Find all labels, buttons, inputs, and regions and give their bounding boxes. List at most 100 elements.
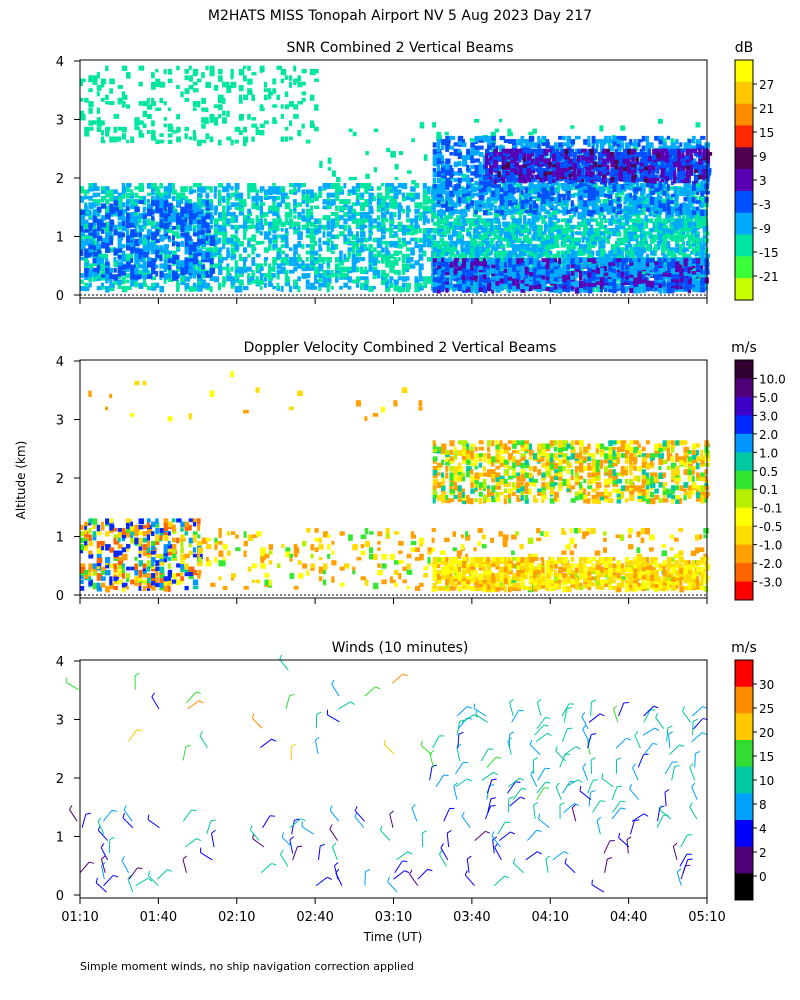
heatmap-cell <box>619 215 625 221</box>
heatmap-cell <box>197 222 202 229</box>
heatmap-cell <box>629 206 634 212</box>
heatmap-cell <box>151 120 155 127</box>
heatmap-cell <box>432 187 437 193</box>
heatmap-cell <box>125 199 131 205</box>
heatmap-cell <box>616 231 622 237</box>
heatmap-cell <box>558 209 564 214</box>
heatmap-cell <box>376 199 382 206</box>
heatmap-cell <box>289 285 293 293</box>
heatmap-cell <box>673 186 679 192</box>
heatmap-cell <box>121 232 126 238</box>
heatmap-cell <box>171 189 177 195</box>
heatmap-cell <box>213 247 219 254</box>
heatmap-cell <box>314 192 318 197</box>
heatmap-cell <box>197 225 203 231</box>
heatmap-cell <box>616 240 621 247</box>
heatmap-cell <box>272 78 277 85</box>
heatmap-cell <box>88 195 93 201</box>
heatmap-cell <box>184 126 189 132</box>
heatmap-cell <box>289 218 294 225</box>
heatmap-cell <box>92 224 96 230</box>
heatmap-cell <box>100 186 107 191</box>
heatmap-cell <box>163 247 169 253</box>
heatmap-cell <box>503 203 509 210</box>
heatmap-cell <box>512 187 516 194</box>
heatmap-cell <box>80 209 86 216</box>
heatmap-cell <box>599 247 605 252</box>
heatmap-cell <box>506 244 513 248</box>
heatmap-cell <box>372 260 378 266</box>
heatmap-cell <box>566 135 572 142</box>
heatmap-cell <box>474 247 479 252</box>
heatmap-cell <box>426 231 431 236</box>
heatmap-cell <box>502 205 506 211</box>
heatmap-cell <box>88 205 94 210</box>
heatmap-cell <box>410 221 414 226</box>
heatmap-cell <box>347 224 351 229</box>
heatmap-cell <box>516 221 520 229</box>
heatmap-cell <box>376 186 382 191</box>
heatmap-cell <box>644 234 648 241</box>
heatmap-cell <box>155 78 161 84</box>
heatmap-cell <box>464 211 468 217</box>
heatmap-cell <box>389 282 394 288</box>
heatmap-cell <box>633 151 637 159</box>
heatmap-cell <box>330 199 336 206</box>
heatmap-cell <box>666 200 673 205</box>
heatmap-cell <box>624 155 629 161</box>
heatmap-cell <box>105 242 110 247</box>
heatmap-cell <box>230 68 234 73</box>
heatmap-cell <box>635 211 641 219</box>
heatmap-cell <box>334 205 339 211</box>
heatmap-cell <box>117 97 123 104</box>
heatmap-cell <box>675 139 679 145</box>
heatmap-cell <box>96 231 100 237</box>
heatmap-cell <box>591 145 595 151</box>
heatmap-cell <box>327 157 332 164</box>
heatmap-cell <box>322 269 328 277</box>
heatmap-cell <box>234 263 239 269</box>
heatmap-cell <box>184 216 188 222</box>
heatmap-cell <box>418 228 422 234</box>
heatmap-cell <box>326 269 331 275</box>
heatmap-cell <box>587 187 593 193</box>
heatmap-cell <box>645 206 651 212</box>
heatmap-cell <box>436 247 442 254</box>
heatmap-cell <box>289 101 294 107</box>
heatmap-cell <box>627 240 631 245</box>
heatmap-cell <box>599 206 604 212</box>
heatmap-cell <box>347 192 352 197</box>
heatmap-cell <box>213 104 218 109</box>
heatmap-cell <box>146 104 153 110</box>
heatmap-cell <box>125 206 130 211</box>
heatmap-cell <box>234 218 239 223</box>
heatmap-cell <box>284 211 290 219</box>
heatmap-cell <box>385 279 389 286</box>
heatmap-cell <box>570 193 576 198</box>
heatmap-cell <box>587 231 591 238</box>
heatmap-cell <box>272 186 278 193</box>
heatmap-cell <box>662 142 667 149</box>
heatmap-cell <box>380 221 386 228</box>
heatmap-cell <box>197 211 202 218</box>
heatmap-cell <box>113 279 119 285</box>
heatmap-cell <box>259 231 264 236</box>
heatmap-cell <box>549 145 555 150</box>
heatmap-cell <box>700 244 706 251</box>
heatmap-cell <box>243 218 249 224</box>
heatmap-cell <box>192 224 197 229</box>
heatmap-cell <box>159 254 163 261</box>
heatmap-cell <box>549 231 554 237</box>
heatmap-cell <box>121 208 128 214</box>
heatmap-cell <box>80 110 85 116</box>
heatmap-cell <box>209 258 214 265</box>
heatmap-cell <box>401 256 406 264</box>
heatmap-cell <box>222 276 226 281</box>
heatmap-cell <box>432 221 438 226</box>
heatmap-cell <box>268 237 273 244</box>
heatmap-cell <box>470 148 476 156</box>
heatmap-cell <box>453 221 458 226</box>
heatmap-cell <box>243 215 249 221</box>
heatmap-cell <box>587 209 593 217</box>
heatmap-cell <box>426 186 431 191</box>
